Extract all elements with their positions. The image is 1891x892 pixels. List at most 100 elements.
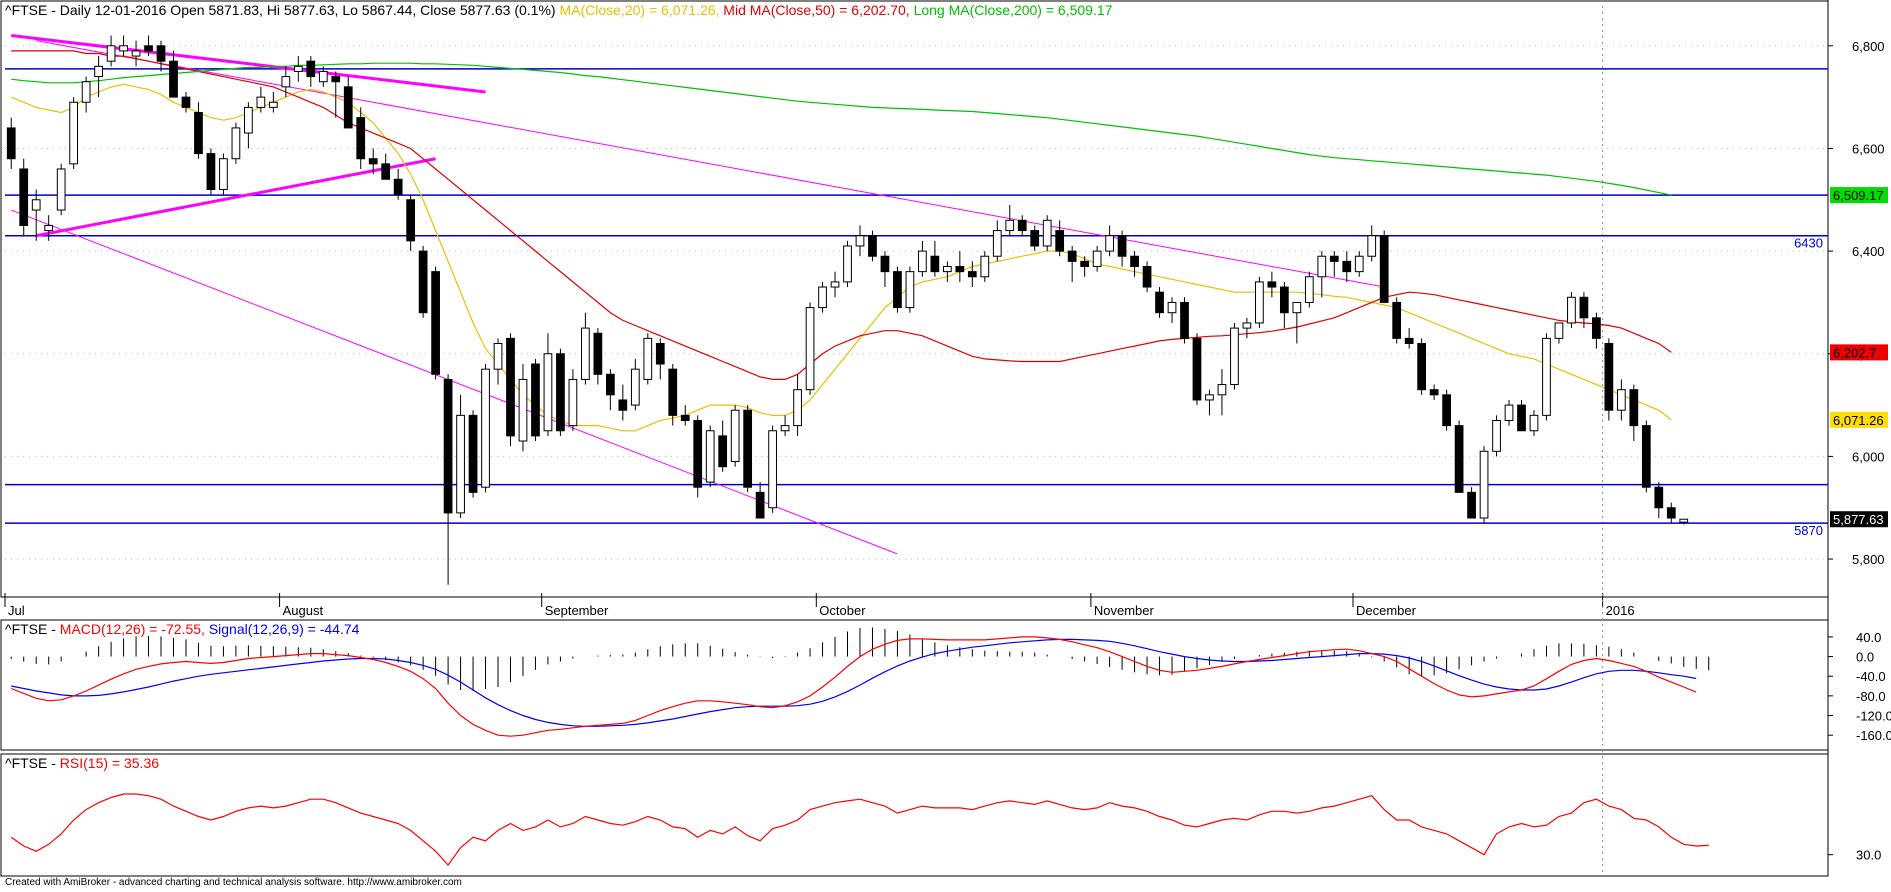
candle-up <box>1092 250 1102 268</box>
candle-down <box>531 363 540 437</box>
value-badge-label: 6,509.17 <box>1833 188 1884 203</box>
candle-up <box>905 271 915 309</box>
candle-up <box>1492 419 1501 452</box>
signal-line <box>11 638 1697 727</box>
candle-down <box>381 163 391 180</box>
candle-down <box>1192 337 1202 401</box>
candle-down <box>755 491 765 519</box>
candle-down <box>955 266 965 273</box>
candle-down <box>1329 255 1339 262</box>
hline-label: 6430 <box>1794 236 1823 251</box>
rsi-pane-frame <box>0 753 1829 877</box>
candle-down <box>967 271 977 278</box>
candle-down <box>1080 260 1090 268</box>
symbol-info: ^FTSE - Daily 12-01-2016 Open 5871.83, H… <box>5 2 556 18</box>
candle-down <box>1641 425 1651 488</box>
rsi-header: ^FTSE - RSI(15) = 35.36 <box>5 755 159 771</box>
candle-up <box>31 199 41 211</box>
candle-up <box>1042 219 1052 247</box>
candle-up <box>56 168 66 211</box>
candle-down <box>393 178 403 196</box>
candle-down <box>618 399 628 411</box>
candle-up <box>780 425 790 432</box>
candle-down <box>1629 389 1639 427</box>
candle-down <box>743 409 753 488</box>
candle-up <box>106 45 116 62</box>
candle-up <box>1105 235 1114 252</box>
candle-up <box>855 235 865 247</box>
candle-up <box>493 342 503 370</box>
candle-down <box>1379 235 1389 303</box>
candle-up <box>1504 404 1514 421</box>
candle-up <box>705 430 715 483</box>
candle-up <box>1217 384 1227 396</box>
candle-down <box>1279 286 1289 314</box>
candle-down <box>693 419 703 488</box>
candle-up <box>980 255 990 278</box>
candle-down <box>418 250 428 314</box>
value-badge-label: 6,071.26 <box>1833 413 1884 428</box>
candle-down <box>343 86 353 129</box>
candle-down <box>1654 486 1664 509</box>
candle-down <box>156 45 166 62</box>
candle-down <box>1604 342 1614 411</box>
candle-up <box>568 378 578 427</box>
candle-down <box>368 158 378 165</box>
macd-header: ^FTSE - MACD(12,26) = -72.55, Signal(12,… <box>5 621 359 637</box>
candle-down <box>1067 250 1077 262</box>
candle-up <box>1167 301 1177 314</box>
candle-down <box>655 342 665 365</box>
macd-label: MACD(12,26) = -72.55, <box>59 621 205 637</box>
price-chart-header: ^FTSE - Daily 12-01-2016 Open 5871.83, H… <box>5 2 1112 18</box>
price-tick-label: 6,800 <box>1852 39 1885 54</box>
candle-down <box>181 96 191 108</box>
candle-up <box>44 224 54 232</box>
candle-up <box>942 266 952 273</box>
price-pane-frame <box>0 0 1829 598</box>
value-badge <box>1830 411 1888 428</box>
candle-up <box>281 76 291 88</box>
price-tick-label: 6,600 <box>1852 141 1885 156</box>
candle-up <box>1005 219 1015 232</box>
candle-up <box>1616 389 1626 411</box>
candle-down <box>1030 230 1040 247</box>
macd-tick-label: -40.0 <box>1856 669 1886 684</box>
candle-down <box>468 414 478 493</box>
candle-up <box>1354 255 1364 273</box>
candle-up <box>268 101 278 108</box>
candle-up <box>805 307 815 391</box>
candle-up <box>256 96 266 108</box>
value-badge <box>1830 511 1888 528</box>
candle-up <box>1317 255 1327 278</box>
candle-down <box>1392 301 1402 339</box>
macd-tick-label: -80.0 <box>1856 689 1886 704</box>
candle-up <box>1304 276 1314 303</box>
trendline <box>35 157 436 238</box>
ma20-label: MA(Close,20) = 6,071.26, <box>559 2 720 18</box>
candle-up <box>643 337 653 380</box>
price-tick-label: 6,400 <box>1852 244 1885 259</box>
candle-down <box>1666 507 1676 519</box>
value-badge <box>1830 344 1888 361</box>
candle-down <box>1155 291 1164 314</box>
candle-up <box>730 409 740 463</box>
candle-up <box>131 50 141 57</box>
candle-up <box>456 414 465 514</box>
signal-label: Signal(12,26,9) = -44.74 <box>208 621 360 637</box>
candle-down <box>169 60 178 98</box>
candle-down <box>1404 337 1414 344</box>
candle-up <box>293 65 303 72</box>
candle-down <box>1429 389 1439 396</box>
ma50-line <box>11 50 1672 380</box>
candle-up <box>81 81 91 103</box>
candle-down <box>1130 255 1139 268</box>
price-tick-label: 5,800 <box>1852 552 1885 567</box>
candle-down <box>605 373 615 396</box>
candle-up <box>318 70 328 83</box>
ma200-line <box>11 62 1672 196</box>
ma50-label: Mid MA(Close,50) = 6,202.70, <box>723 2 910 18</box>
month-label: October <box>819 603 866 618</box>
candle-down <box>406 199 416 242</box>
value-badge <box>1830 187 1888 204</box>
